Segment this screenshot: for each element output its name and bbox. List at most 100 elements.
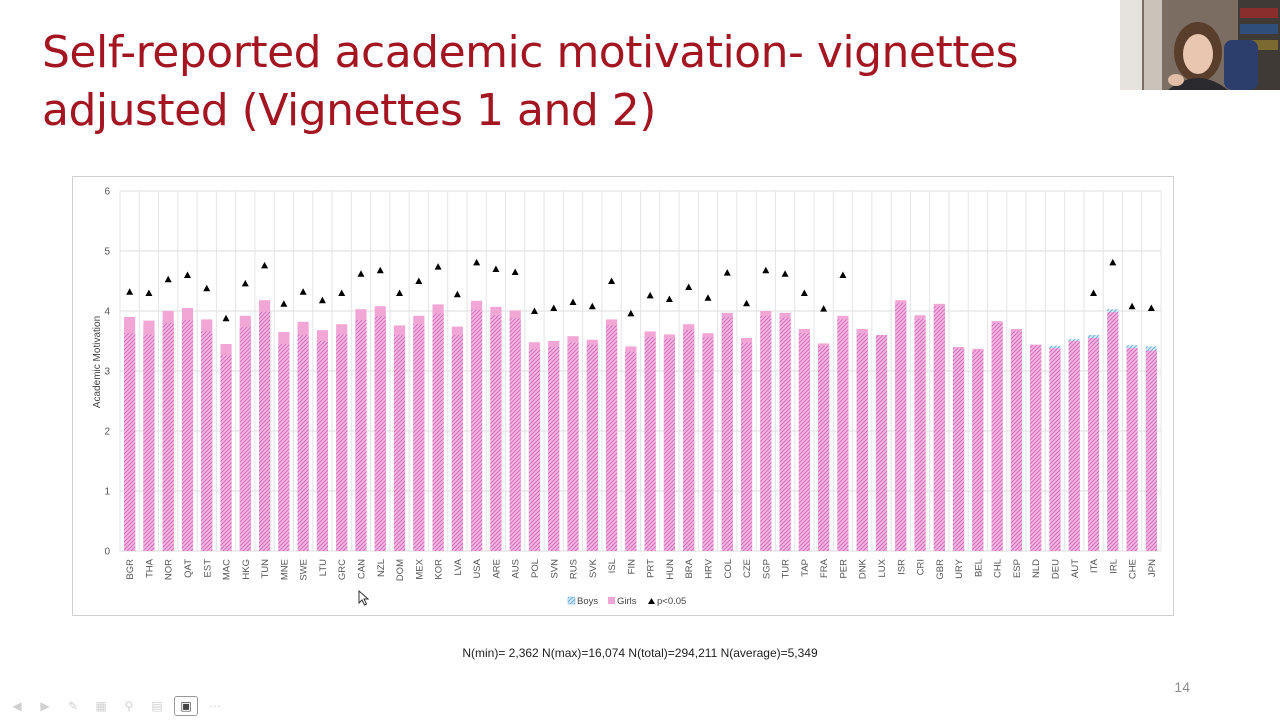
x-tick-label: TUN xyxy=(260,559,271,579)
y-axis: 0 1 2 3 4 5 6 xyxy=(104,187,110,558)
bar-boys xyxy=(413,324,425,551)
x-axis: BGR THA NOR QAT EST MAC HKG TUN MNE SWE LTU GRC CAN N… xyxy=(125,558,1158,581)
sig-marker xyxy=(241,279,249,287)
x-tick-label: BEL xyxy=(973,559,984,577)
sig-marker xyxy=(126,288,134,295)
bar-girls xyxy=(1068,341,1080,551)
x-tick-label: JPN xyxy=(1147,559,1158,577)
bar-boys xyxy=(201,331,213,551)
sig-marker xyxy=(646,291,654,299)
zoom-icon[interactable]: ⚲ xyxy=(124,699,134,713)
sig-marker xyxy=(820,305,828,312)
x-tick-label: EST xyxy=(202,559,213,578)
bar-boys xyxy=(914,318,926,551)
x-tick-label: MEX xyxy=(414,558,425,579)
sig-marker xyxy=(396,289,404,296)
sig-marker xyxy=(1109,258,1117,266)
y-tick-label: 2 xyxy=(104,427,110,438)
sig-marker xyxy=(280,300,288,307)
sig-marker xyxy=(704,294,712,301)
sig-marker xyxy=(338,289,346,296)
x-tick-label: AUS xyxy=(511,559,522,579)
x-tick-label: NLD xyxy=(1031,559,1042,578)
more-icon[interactable]: ⋯ xyxy=(209,699,221,713)
x-tick-label: DEU xyxy=(1050,559,1061,579)
bar-boys xyxy=(683,330,695,551)
bar-boys xyxy=(798,333,810,551)
x-tick-label: KOR xyxy=(434,559,445,580)
legend-sig-label: p<0.05 xyxy=(657,596,686,607)
bar-boys xyxy=(856,333,868,551)
sig-marker xyxy=(511,268,519,275)
x-tick-label: PER xyxy=(838,559,849,579)
sig-marker xyxy=(723,269,731,276)
y-tick-label: 6 xyxy=(104,187,110,198)
x-tick-label: BGR xyxy=(125,559,136,580)
sig-marker xyxy=(762,266,770,274)
sig-marker xyxy=(261,261,269,269)
grid xyxy=(119,190,1162,552)
x-tick-label: LUX xyxy=(877,558,888,577)
bar-boys xyxy=(490,315,502,551)
bar-boys xyxy=(124,333,136,551)
legend-boys-label: Boys xyxy=(577,596,598,607)
sig-marker xyxy=(569,298,577,305)
bar-boys xyxy=(355,320,367,551)
sig-marker xyxy=(530,307,538,314)
camera-icon[interactable]: ▣ xyxy=(174,696,198,716)
sig-marker xyxy=(222,314,230,322)
y-tick-label: 3 xyxy=(104,367,110,378)
x-tick-label: AUT xyxy=(1070,559,1081,578)
presentation-toolbar: ◀ ▶ ✎ ▦ ⚲ ▤ ▣ ⋯ xyxy=(6,696,226,716)
x-tick-label: CAN xyxy=(356,559,367,579)
sig-marker xyxy=(781,270,789,277)
sig-marker xyxy=(376,266,384,274)
legend-girls-label: Girls xyxy=(617,596,637,607)
bar-boys xyxy=(702,337,714,551)
bar-boys xyxy=(220,355,232,551)
x-tick-label: ISL xyxy=(607,559,618,573)
previous-icon[interactable]: ◀ xyxy=(12,699,22,713)
bar-boys xyxy=(972,350,984,551)
sig-marker xyxy=(473,258,481,266)
x-tick-label: PRT xyxy=(646,559,657,578)
x-tick-label: ISR xyxy=(896,559,907,575)
x-tick-label: DNK xyxy=(858,558,869,579)
slides-icon[interactable]: ▦ xyxy=(95,699,107,713)
pen-icon[interactable]: ✎ xyxy=(67,699,79,713)
sig-marker xyxy=(627,309,635,317)
x-tick-label: SVN xyxy=(549,559,560,579)
sig-marker xyxy=(550,304,558,311)
bar-boys xyxy=(297,335,309,551)
bar-boys xyxy=(239,327,251,551)
bar-boys xyxy=(374,316,386,551)
x-tick-label: BRA xyxy=(684,558,695,578)
y-axis-label: Academic Motivation xyxy=(92,316,103,408)
x-tick-label: FIN xyxy=(626,559,637,574)
bar-boys xyxy=(644,336,656,551)
bar-boys xyxy=(779,317,791,551)
x-tick-label: LVA xyxy=(453,558,464,575)
legend-girls-swatch xyxy=(608,597,615,604)
subtitles-icon[interactable]: ▤ xyxy=(151,699,163,713)
sig-marker xyxy=(415,277,423,284)
next-icon[interactable]: ▶ xyxy=(40,699,50,713)
legend: Boys Girls p<0.05 xyxy=(567,596,686,607)
bar-boys xyxy=(1030,345,1042,551)
x-tick-label: URY xyxy=(954,558,965,579)
bar-boys xyxy=(393,335,406,551)
sig-marker xyxy=(299,288,307,295)
x-tick-label: FRA xyxy=(819,558,830,578)
x-tick-label: POL xyxy=(530,559,541,578)
bar-boys xyxy=(952,348,965,551)
x-tick-label: CZE xyxy=(742,559,753,578)
bar-boys xyxy=(740,342,753,551)
x-tick-label: MAC xyxy=(222,559,233,580)
bar-boys xyxy=(625,351,637,551)
bar-boys xyxy=(1010,330,1023,551)
bar-boys xyxy=(278,344,290,551)
sig-marker xyxy=(1090,289,1098,296)
x-tick-label: TAP xyxy=(800,559,811,577)
sig-marker xyxy=(145,289,153,296)
bar-boys xyxy=(316,341,329,551)
